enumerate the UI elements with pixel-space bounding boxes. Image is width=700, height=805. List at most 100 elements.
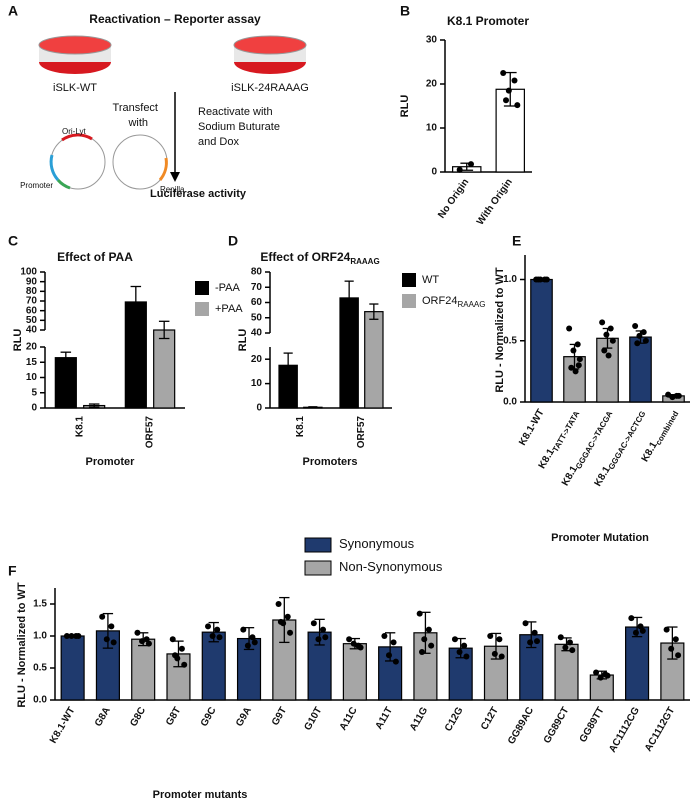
- data-point: [605, 352, 612, 359]
- plasmid-feature: [49, 154, 60, 182]
- data-point: [609, 337, 616, 344]
- y-tick-label: 1.0: [33, 631, 47, 642]
- y-tick-label: 10: [426, 123, 438, 134]
- x-axis-label: Promoters: [302, 456, 357, 468]
- y-tick-label: 0: [256, 403, 262, 414]
- x-tick-label: A11G: [408, 705, 430, 733]
- data-point: [251, 639, 258, 646]
- step-text: Transfect: [113, 102, 158, 114]
- chart-title-main: Effect of ORF24: [260, 250, 350, 264]
- step-text: Reactivate with: [198, 106, 273, 118]
- data-point: [463, 653, 470, 660]
- data-point: [500, 70, 507, 76]
- step-text: Sodium Buturate: [198, 121, 280, 133]
- y-tick-label: 0.0: [33, 695, 47, 706]
- legend-label: -PAA: [215, 282, 241, 294]
- plasmid-feature: [158, 157, 168, 181]
- bar: [131, 638, 156, 701]
- bar: [153, 329, 176, 409]
- chart-title: K8.1 Promoter: [447, 14, 529, 28]
- data-point: [63, 633, 70, 639]
- data-point: [284, 613, 291, 620]
- cell-label: iSLK-WT: [53, 82, 97, 94]
- data-point: [535, 276, 542, 283]
- y-tick-label: 10: [251, 378, 263, 389]
- legend-swatch: [195, 302, 209, 316]
- x-tick-label: C12T: [479, 705, 501, 732]
- data-point: [310, 620, 317, 627]
- feature-label: Renilla: [160, 185, 185, 194]
- data-point: [346, 636, 353, 643]
- panel-label: C: [8, 233, 18, 249]
- data-point: [607, 325, 614, 332]
- cell-label: iSLK-24RAAAG: [231, 82, 309, 94]
- data-point: [672, 636, 679, 643]
- data-point: [514, 102, 521, 109]
- data-point: [249, 634, 256, 641]
- x-tick-label: GG89CT: [542, 705, 572, 745]
- y-tick-label: 60: [251, 297, 263, 308]
- legend-swatch: [304, 537, 332, 553]
- data-point: [99, 613, 106, 620]
- x-tick-label: G9C: [199, 705, 219, 728]
- data-point: [75, 633, 82, 639]
- x-tick-label-sub: combined: [654, 409, 681, 446]
- plasmid: [112, 134, 168, 190]
- y-axis-label: RLU: [399, 95, 411, 118]
- legend-label: Synonymous: [339, 536, 415, 551]
- legend-label-main: Synonymous: [339, 536, 415, 551]
- data-point: [570, 347, 577, 354]
- legend-label: ORF24RAAAG: [422, 295, 485, 309]
- readout: Luciferase activity: [150, 188, 247, 200]
- error-bar: [667, 626, 678, 660]
- x-tick-label: AC1112CG: [607, 705, 642, 755]
- data-point: [503, 97, 510, 104]
- panel-label: D: [228, 233, 238, 249]
- legend-label-main: Non-Synonymous: [339, 559, 443, 574]
- y-tick-label: 1.5: [33, 599, 47, 610]
- x-tick-label: ORF57: [145, 416, 156, 449]
- data-point: [350, 640, 357, 647]
- data-point: [209, 633, 216, 639]
- bar: [554, 643, 579, 701]
- data-point: [428, 642, 435, 649]
- step-text: and Dox: [198, 136, 239, 148]
- x-tick-label: K8.1-WT: [517, 407, 547, 447]
- data-point: [642, 337, 649, 344]
- panel-label: F: [8, 563, 17, 579]
- y-tick-label: 20: [251, 354, 263, 365]
- data-point: [240, 626, 247, 633]
- data-point: [277, 618, 284, 625]
- y-tick-label: 5: [31, 387, 37, 398]
- data-point: [576, 356, 583, 363]
- error-bar: [102, 612, 114, 649]
- data-point: [108, 623, 115, 630]
- data-point: [322, 634, 329, 641]
- x-tick-label-main: K8.1-WT: [517, 407, 547, 447]
- y-tick-label: 20: [26, 342, 38, 353]
- legend-swatch: [304, 560, 332, 576]
- chart-title-main: K8.1 Promoter: [447, 14, 529, 28]
- x-tick-label: K8.1: [295, 416, 306, 438]
- data-point: [244, 642, 251, 649]
- data-point: [527, 639, 534, 646]
- x-tick-label-sub: GGGAC->TACGA: [574, 409, 615, 470]
- bar: [54, 357, 77, 409]
- data-point: [505, 87, 512, 94]
- y-tick-label: 10: [26, 372, 38, 383]
- legend-label: +PAA: [215, 303, 243, 315]
- legend-swatch: [402, 294, 416, 308]
- feature-label: Ori-Lyt: [62, 127, 86, 136]
- error-bar: [308, 406, 318, 409]
- data-point: [491, 650, 498, 657]
- data-point: [425, 626, 432, 633]
- x-axis-label: Promoter mutants: [153, 789, 248, 801]
- data-point: [134, 629, 141, 636]
- data-point: [593, 669, 600, 676]
- y-tick-label: 0: [431, 167, 437, 178]
- y-tick-label: 70: [26, 296, 38, 307]
- data-point: [568, 364, 575, 371]
- data-point: [216, 634, 223, 641]
- x-axis-label: Promoter: [86, 456, 136, 468]
